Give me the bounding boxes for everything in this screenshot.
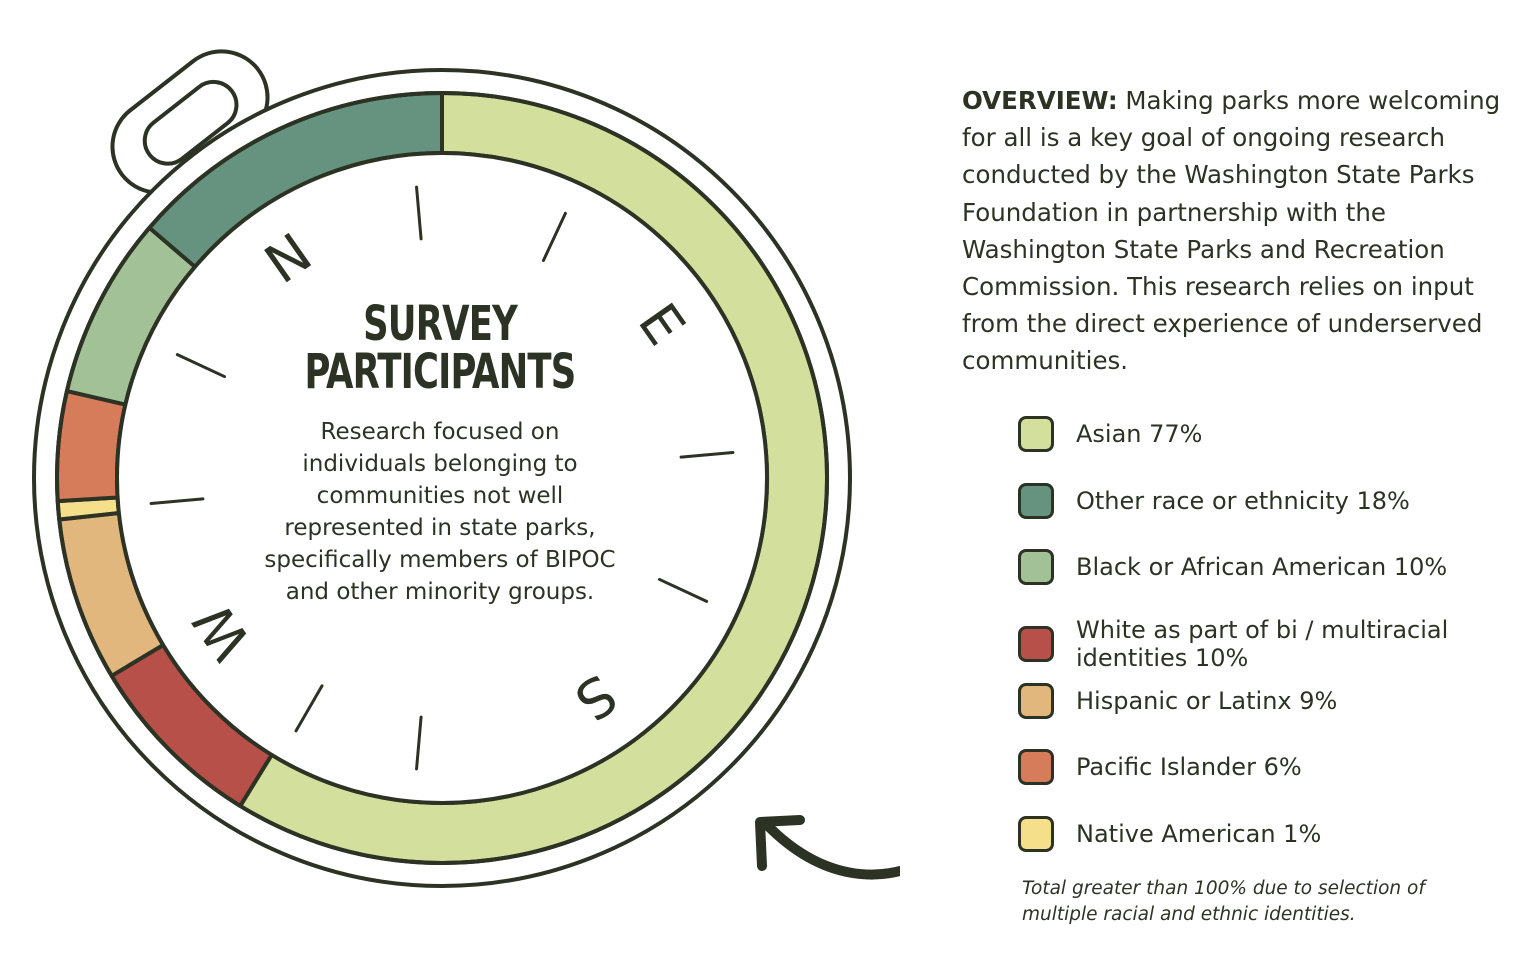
legend-label: Other race or ethnicity 18% bbox=[1076, 487, 1410, 515]
compass-tick bbox=[541, 211, 567, 262]
compass-tick bbox=[415, 185, 423, 241]
overview-paragraph: OVERVIEW: Making parks more welcoming fo… bbox=[962, 82, 1502, 380]
compass-tick bbox=[415, 715, 423, 771]
legend-label: White as part of bi / multiracial identi… bbox=[1076, 616, 1449, 672]
chart-subtitle: Research focused on individuals belongin… bbox=[264, 419, 616, 605]
compass-tick bbox=[149, 497, 205, 505]
compass-face bbox=[115, 151, 769, 805]
compass-tick bbox=[679, 451, 735, 459]
legend-item-hispanic: Hispanic or Latinx 9% bbox=[1018, 683, 1486, 719]
legend-label: Native American 1% bbox=[1076, 820, 1322, 848]
legend-item-asian: Asian 77% bbox=[1018, 416, 1486, 452]
legend-swatch bbox=[1018, 749, 1054, 785]
overview-heading: OVERVIEW: bbox=[962, 86, 1118, 115]
curved-arrow bbox=[755, 815, 900, 880]
compass-tick bbox=[658, 577, 709, 603]
legend-label: Asian 77% bbox=[1076, 420, 1203, 448]
hanger-hole bbox=[142, 79, 239, 166]
legend-item-white-multiracial: White as part of bi / multiracial identi… bbox=[1018, 616, 1486, 672]
legend-swatch bbox=[1018, 416, 1054, 452]
legend-item-black: Black or African American 10% bbox=[1018, 549, 1486, 585]
chart-title: SURVEY PARTICIPANTS bbox=[304, 296, 577, 400]
legend-swatch bbox=[1018, 626, 1054, 662]
legend-label: Black or African American 10% bbox=[1076, 553, 1448, 581]
legend-swatch bbox=[1018, 816, 1054, 852]
compass-tick bbox=[175, 353, 226, 379]
compass-tick bbox=[294, 684, 324, 733]
legend-item-native-american: Native American 1% bbox=[1018, 816, 1486, 852]
legend-swatch bbox=[1018, 549, 1054, 585]
footnote: Total greater than 100% due to selection… bbox=[1022, 878, 1425, 925]
legend-swatch bbox=[1018, 483, 1054, 519]
ring-outer-edge bbox=[55, 91, 829, 865]
legend-label: Pacific Islander 6% bbox=[1076, 753, 1302, 781]
legend-swatch bbox=[1018, 683, 1054, 719]
legend-item-other: Other race or ethnicity 18% bbox=[1018, 483, 1486, 519]
overview-text: Making parks more welcoming for all is a… bbox=[962, 86, 1501, 376]
chart-center-text: SURVEY PARTICIPANTS Research focused on … bbox=[260, 300, 620, 608]
compass-ticks bbox=[149, 185, 735, 771]
legend-item-pacific-islander: Pacific Islander 6% bbox=[1018, 749, 1486, 785]
legend-label: Hispanic or Latinx 9% bbox=[1076, 687, 1338, 715]
